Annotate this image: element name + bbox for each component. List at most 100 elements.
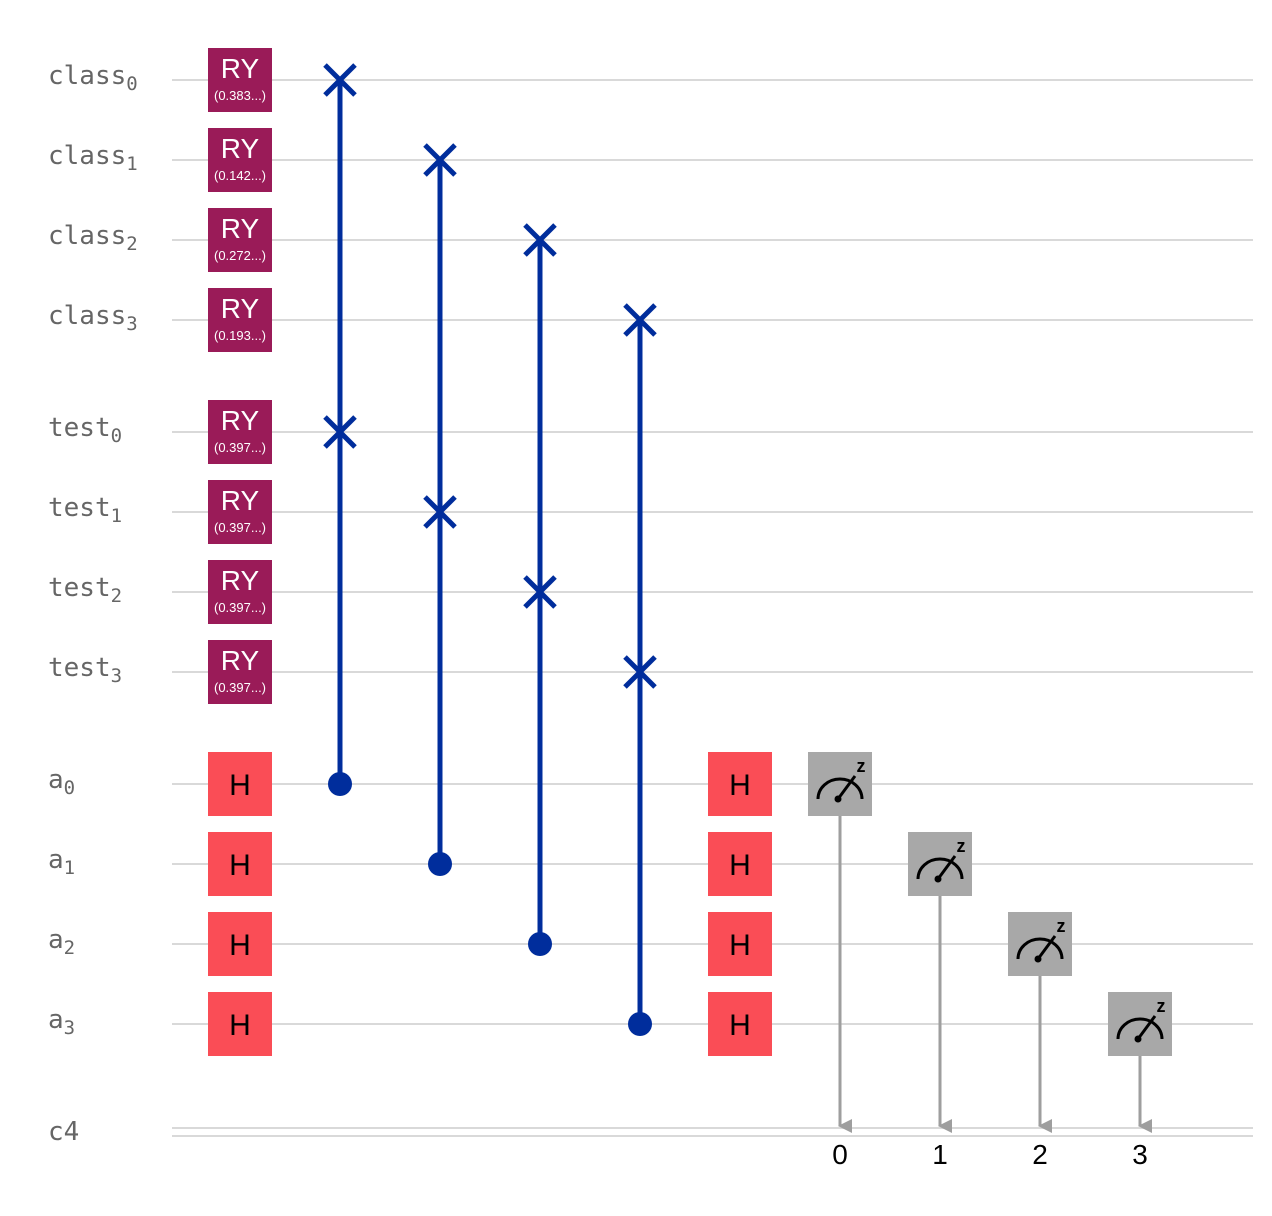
swap-cross-stroke-b [623, 303, 657, 337]
measure-gate-box [908, 832, 972, 896]
h-gate-a-1-col2: H [708, 832, 772, 896]
ry-gate-test-2: RY (0.397...) [208, 560, 272, 624]
meter-arc [816, 777, 864, 800]
ry-gate-class-1: RY (0.142...) [208, 128, 272, 192]
ry-gate-box [208, 128, 272, 192]
ry-gate-param: (0.397...) [214, 680, 266, 695]
ry-gate-box [208, 208, 272, 272]
qubit-label-a-3: a3 [48, 1005, 75, 1039]
ry-gate-label: RY [221, 485, 260, 516]
h-gate-label: H [729, 769, 751, 802]
cswap-gate-2 [523, 223, 557, 956]
h-gate-label: H [229, 769, 251, 802]
qubit-label-a-0: a0 [48, 765, 75, 799]
swap-cross-icon [523, 575, 557, 609]
h-gate-box [208, 832, 272, 896]
h-gate-label: H [729, 929, 751, 962]
h-gate-a-1-col1: H [208, 832, 272, 896]
cswap-control-dot [428, 852, 452, 876]
cswap-gate-3 [623, 303, 657, 1036]
h-gate-box [708, 912, 772, 976]
h-gate-label: H [229, 849, 251, 882]
meter-arc [916, 857, 964, 880]
h-gate-a-2-col2: H [708, 912, 772, 976]
meter-icon: z [1016, 916, 1066, 963]
meter-basis-label: z [1057, 916, 1066, 936]
cswap-control-dot [328, 772, 352, 796]
qubit-label-test-1: test1 [48, 493, 122, 527]
classical-register-label: c4 [48, 1117, 79, 1147]
qubit-label-test-0: test0 [48, 413, 122, 447]
meter-arc [1016, 937, 1064, 960]
ry-gate-test-3: RY (0.397...) [208, 640, 272, 704]
qubit-label-a-1: a1 [48, 845, 75, 879]
meter-basis-label: z [957, 836, 966, 856]
meter-icon: z [916, 836, 966, 883]
meter-icon: z [1116, 996, 1166, 1043]
ry-gate-box [208, 48, 272, 112]
h-gate-box [208, 752, 272, 816]
h-gate-a-0-col2: H [708, 752, 772, 816]
h-gate-label: H [229, 1009, 251, 1042]
measure-gate-box [1008, 912, 1072, 976]
h-gate-box [708, 752, 772, 816]
meter-pivot [834, 795, 842, 803]
meter-needle [1136, 1015, 1157, 1040]
measure-gate-box [808, 752, 872, 816]
qubit-label-class-3: class3 [48, 301, 138, 335]
h-gate-label: H [229, 929, 251, 962]
ry-gate-label: RY [221, 405, 260, 436]
classical-bit-label-3: 3 [1132, 1139, 1148, 1170]
h-gate-a-3-col1: H [208, 992, 272, 1056]
ry-gate-param: (0.397...) [214, 520, 266, 535]
h-gate-a-0-col1: H [208, 752, 272, 816]
meter-needle [1036, 935, 1057, 960]
classical-bit-label-0: 0 [832, 1139, 848, 1170]
cswap-gate-1 [423, 143, 457, 876]
measure-gate-box [1108, 992, 1172, 1056]
h-gate-a-2-col1: H [208, 912, 272, 976]
ry-gate-box [208, 560, 272, 624]
meter-basis-label: z [1157, 996, 1166, 1016]
ry-gate-label: RY [221, 133, 260, 164]
ry-gate-param: (0.272...) [214, 248, 266, 263]
swap-cross-stroke-b [423, 143, 457, 177]
h-gate-label: H [729, 849, 751, 882]
ry-gate-label: RY [221, 293, 260, 324]
ry-gate-box [208, 640, 272, 704]
ry-gate-param: (0.397...) [214, 600, 266, 615]
ry-gate-test-0: RY (0.397...) [208, 400, 272, 464]
classical-bit-label-2: 2 [1032, 1139, 1048, 1170]
classical-bit-label-1: 1 [932, 1139, 948, 1170]
qubit-label-class-1: class1 [48, 141, 138, 175]
meter-basis-label: z [857, 756, 866, 776]
swap-cross-icon [323, 63, 357, 97]
cswap-control-dot [628, 1012, 652, 1036]
h-gate-box [708, 992, 772, 1056]
swap-cross-stroke-b [623, 655, 657, 689]
cswap-control-dot [528, 932, 552, 956]
meter-pivot [934, 875, 942, 883]
swap-cross-stroke-b [323, 63, 357, 97]
ry-gate-param: (0.142...) [214, 168, 266, 183]
meter-pivot [1034, 955, 1042, 963]
h-gate-a-3-col2: H [708, 992, 772, 1056]
measure-gate-3: z [1108, 992, 1172, 1133]
qubit-label-a-2: a2 [48, 925, 75, 959]
ry-gate-class-2: RY (0.272...) [208, 208, 272, 272]
ry-gate-label: RY [221, 53, 260, 84]
ry-gate-box [208, 480, 272, 544]
qubit-label-class-0: class0 [48, 61, 138, 95]
swap-cross-stroke-b [523, 223, 557, 257]
swap-cross-stroke-b [523, 575, 557, 609]
measure-gate-1: z [908, 832, 972, 1133]
swap-cross-icon [623, 655, 657, 689]
ry-gate-class-3: RY (0.193...) [208, 288, 272, 352]
ry-gate-class-0: RY (0.383...) [208, 48, 272, 112]
h-gate-label: H [729, 1009, 751, 1042]
meter-needle [836, 775, 857, 800]
h-gate-box [208, 992, 272, 1056]
swap-cross-icon [323, 415, 357, 449]
ry-gate-param: (0.397...) [214, 440, 266, 455]
